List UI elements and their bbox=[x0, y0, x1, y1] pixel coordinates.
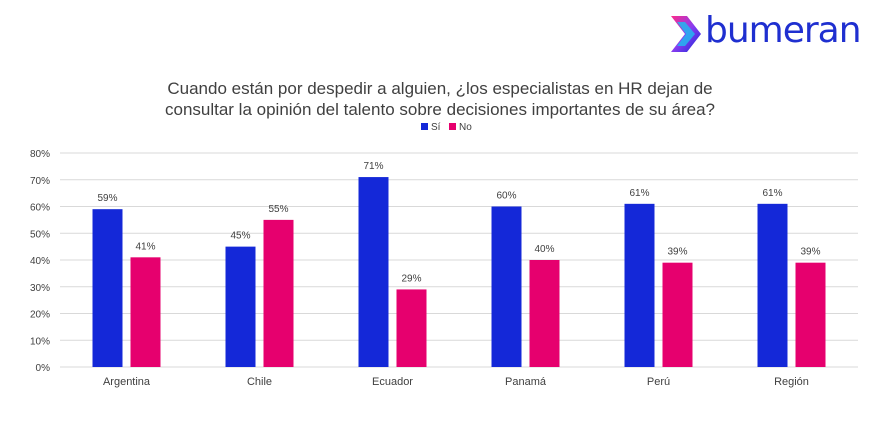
x-category-label: Ecuador bbox=[372, 376, 413, 388]
data-label: 39% bbox=[800, 247, 820, 258]
bar-no bbox=[662, 262, 693, 367]
data-label: 39% bbox=[667, 247, 687, 258]
data-label: 61% bbox=[762, 188, 782, 199]
x-category-label: Panamá bbox=[505, 376, 547, 388]
y-tick-label: 50% bbox=[30, 229, 50, 240]
data-label: 41% bbox=[135, 241, 155, 252]
chart-title: Cuando están por despedir a alguien, ¿lo… bbox=[0, 78, 880, 120]
data-label: 45% bbox=[230, 231, 250, 242]
brand-name: bumeran bbox=[705, 10, 862, 51]
y-tick-label: 80% bbox=[30, 149, 50, 160]
bar-si bbox=[92, 209, 123, 367]
x-category-label: Región bbox=[774, 376, 809, 388]
chart-title-line-1: Cuando están por despedir a alguien, ¿lo… bbox=[167, 79, 713, 98]
bumeran-logo bbox=[671, 16, 701, 52]
data-label: 59% bbox=[97, 193, 117, 204]
bar-si bbox=[624, 203, 655, 367]
data-label: 61% bbox=[629, 188, 649, 199]
y-tick-label: 60% bbox=[30, 203, 50, 214]
data-label: 60% bbox=[496, 191, 516, 202]
x-category-label: Chile bbox=[247, 376, 272, 388]
data-label: 29% bbox=[401, 273, 421, 284]
legend-label: Sí bbox=[431, 122, 441, 133]
data-label: 55% bbox=[268, 204, 288, 215]
legend-swatch bbox=[449, 123, 456, 130]
legend-label: No bbox=[459, 122, 472, 133]
y-tick-label: 30% bbox=[30, 283, 50, 294]
x-category-label: Argentina bbox=[103, 376, 151, 388]
bar-si bbox=[757, 203, 788, 367]
chart-title-line-2: consultar la opinión del talento sobre d… bbox=[164, 100, 715, 119]
bar-no bbox=[130, 257, 161, 367]
legend-swatch bbox=[421, 123, 428, 130]
x-category-label: Perú bbox=[647, 376, 670, 388]
y-tick-label: 40% bbox=[30, 256, 50, 267]
bar-no bbox=[263, 219, 294, 367]
y-tick-label: 70% bbox=[30, 176, 50, 187]
data-label: 71% bbox=[363, 161, 383, 172]
y-tick-label: 20% bbox=[30, 310, 50, 321]
bar-no bbox=[396, 289, 427, 367]
y-tick-label: 10% bbox=[30, 336, 50, 347]
bar-no bbox=[795, 262, 826, 367]
y-tick-label: 0% bbox=[36, 363, 51, 374]
bar-si bbox=[491, 206, 522, 367]
bar-no bbox=[529, 260, 560, 367]
bar-si bbox=[225, 246, 256, 367]
data-label: 40% bbox=[534, 244, 554, 255]
bar-si bbox=[358, 177, 389, 367]
